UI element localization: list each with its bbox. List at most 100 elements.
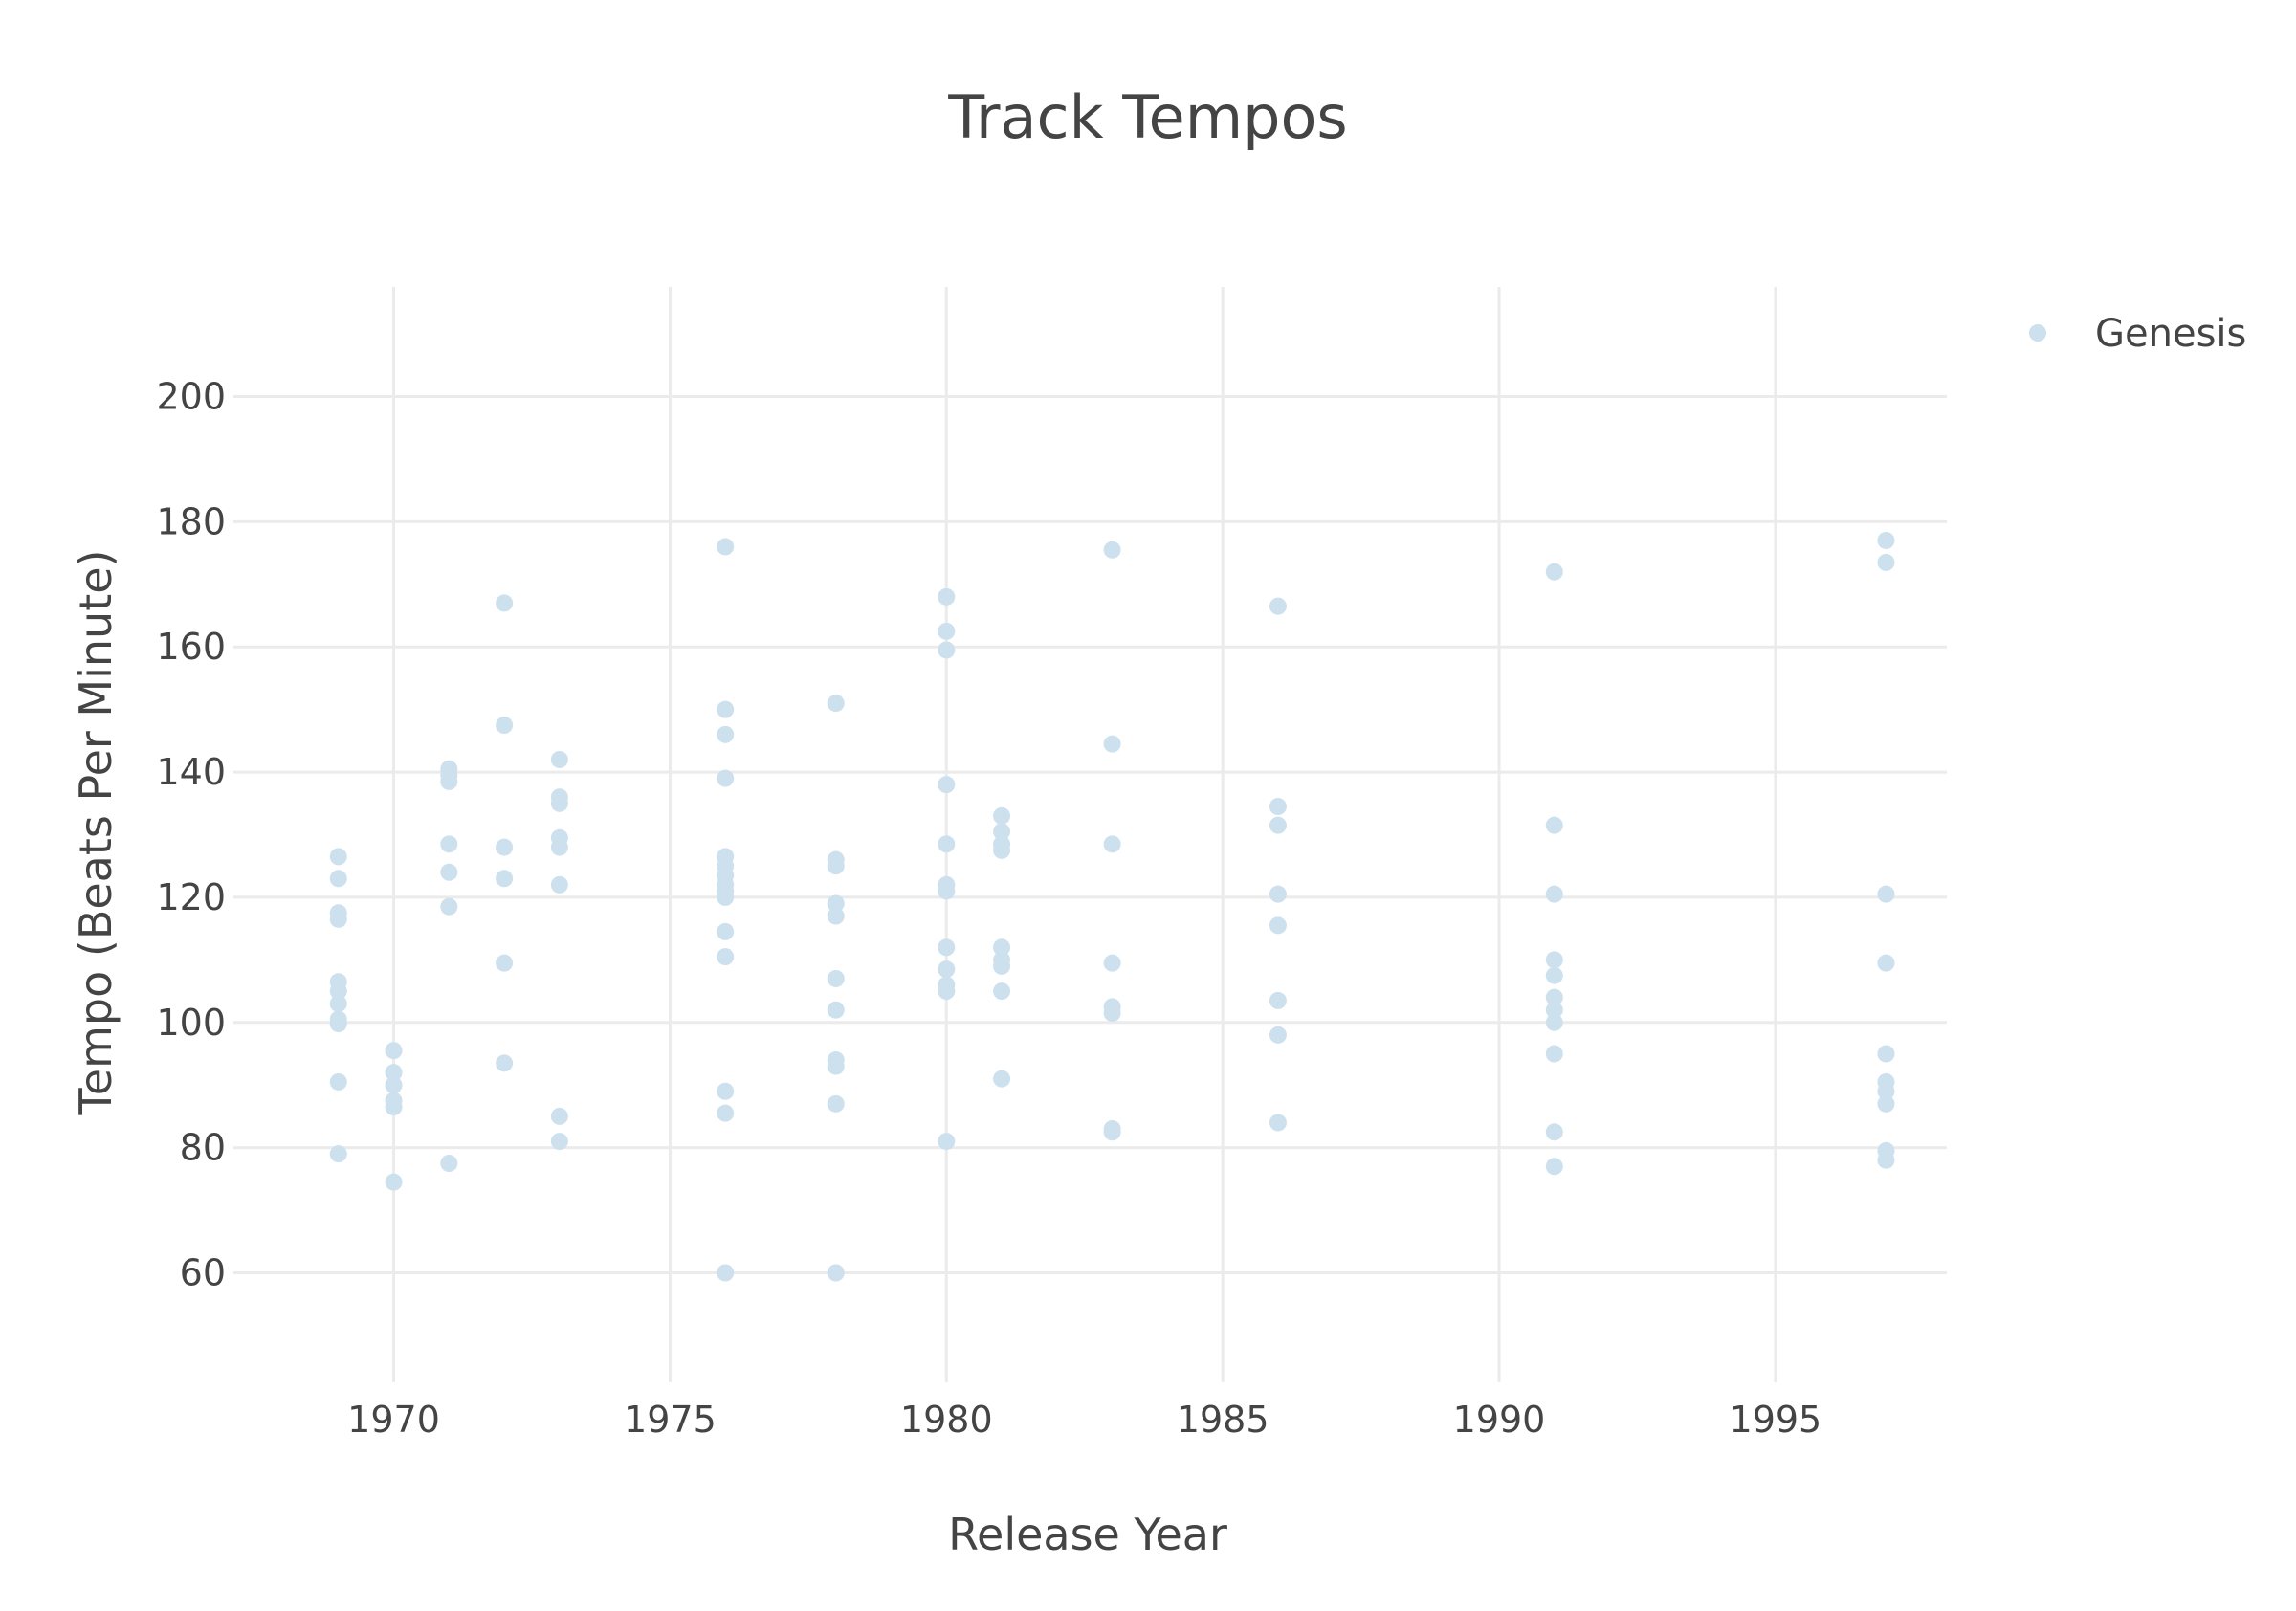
- data-point[interactable]: [938, 938, 956, 957]
- data-point[interactable]: [1877, 531, 1895, 549]
- data-point[interactable]: [938, 776, 956, 794]
- data-point[interactable]: [496, 954, 514, 972]
- data-point[interactable]: [1545, 1001, 1563, 1019]
- data-point[interactable]: [717, 1264, 735, 1282]
- data-point[interactable]: [550, 838, 568, 856]
- data-point[interactable]: [827, 907, 845, 925]
- data-point[interactable]: [385, 1098, 403, 1116]
- data-point[interactable]: [1545, 1045, 1563, 1063]
- data-point[interactable]: [827, 1057, 845, 1075]
- data-point[interactable]: [1545, 1013, 1563, 1031]
- data-point[interactable]: [496, 838, 514, 856]
- data-point[interactable]: [938, 622, 956, 640]
- data-point[interactable]: [717, 922, 735, 940]
- data-point[interactable]: [440, 835, 458, 853]
- data-point[interactable]: [1269, 1026, 1287, 1044]
- data-point[interactable]: [329, 870, 347, 888]
- data-point[interactable]: [938, 835, 956, 853]
- data-point[interactable]: [329, 1145, 347, 1163]
- data-point[interactable]: [550, 750, 568, 768]
- data-point[interactable]: [1269, 1114, 1287, 1132]
- data-point[interactable]: [1545, 1123, 1563, 1141]
- data-point[interactable]: [938, 587, 956, 606]
- data-point[interactable]: [1877, 1082, 1895, 1100]
- data-point[interactable]: [550, 794, 568, 812]
- data-point[interactable]: [440, 1155, 458, 1172]
- data-point[interactable]: [385, 1064, 403, 1082]
- data-point[interactable]: [385, 1076, 403, 1094]
- data-point[interactable]: [827, 695, 845, 713]
- data-point[interactable]: [993, 1070, 1011, 1088]
- data-point[interactable]: [440, 772, 458, 790]
- data-point[interactable]: [329, 982, 347, 1001]
- data-point[interactable]: [385, 1173, 403, 1191]
- data-point[interactable]: [1545, 951, 1563, 969]
- data-point[interactable]: [496, 1054, 514, 1072]
- data-point[interactable]: [827, 857, 845, 875]
- data-point[interactable]: [440, 897, 458, 916]
- data-point[interactable]: [993, 806, 1011, 825]
- data-point[interactable]: [717, 538, 735, 556]
- data-point[interactable]: [1269, 816, 1287, 834]
- data-point[interactable]: [717, 700, 735, 718]
- data-point[interactable]: [1545, 966, 1563, 984]
- data-point[interactable]: [1877, 1045, 1895, 1063]
- data-point[interactable]: [1103, 1123, 1121, 1141]
- legend[interactable]: Genesis: [2029, 312, 2246, 356]
- data-point[interactable]: [1545, 1158, 1563, 1176]
- data-point[interactable]: [496, 870, 514, 888]
- data-point[interactable]: [1545, 988, 1563, 1006]
- data-point[interactable]: [827, 894, 845, 913]
- data-point[interactable]: [1545, 816, 1563, 834]
- data-point[interactable]: [938, 982, 956, 1001]
- data-point[interactable]: [1269, 991, 1287, 1009]
- data-point[interactable]: [550, 1133, 568, 1151]
- data-point[interactable]: [993, 938, 1011, 957]
- data-point[interactable]: [1877, 954, 1895, 972]
- data-point[interactable]: [1269, 798, 1287, 816]
- data-point[interactable]: [938, 882, 956, 900]
- data-point[interactable]: [993, 823, 1011, 841]
- data-point[interactable]: [717, 948, 735, 966]
- data-point[interactable]: [550, 875, 568, 894]
- data-point[interactable]: [1103, 735, 1121, 753]
- data-point[interactable]: [717, 888, 735, 906]
- data-point[interactable]: [827, 969, 845, 987]
- data-point[interactable]: [1877, 553, 1895, 571]
- data-point[interactable]: [827, 1094, 845, 1113]
- data-point[interactable]: [993, 841, 1011, 859]
- data-point[interactable]: [385, 1042, 403, 1060]
- data-point[interactable]: [717, 725, 735, 743]
- data-point[interactable]: [329, 995, 347, 1013]
- data-point[interactable]: [1103, 1004, 1121, 1022]
- data-point[interactable]: [1269, 916, 1287, 935]
- data-point[interactable]: [550, 1107, 568, 1125]
- data-point[interactable]: [938, 1133, 956, 1151]
- data-point[interactable]: [1269, 885, 1287, 903]
- data-point[interactable]: [1877, 1094, 1895, 1113]
- data-point[interactable]: [1877, 885, 1895, 903]
- data-point[interactable]: [827, 1264, 845, 1282]
- data-point[interactable]: [329, 1072, 347, 1091]
- data-point[interactable]: [496, 594, 514, 612]
- data-point[interactable]: [329, 910, 347, 928]
- data-point[interactable]: [1103, 835, 1121, 853]
- data-point[interactable]: [1877, 1151, 1895, 1169]
- data-point[interactable]: [1103, 954, 1121, 972]
- data-point[interactable]: [1269, 597, 1287, 615]
- data-point[interactable]: [1103, 541, 1121, 559]
- data-point[interactable]: [717, 1082, 735, 1100]
- data-point[interactable]: [329, 848, 347, 866]
- data-point[interactable]: [440, 863, 458, 881]
- data-point[interactable]: [993, 982, 1011, 1001]
- data-point[interactable]: [1545, 885, 1563, 903]
- data-point[interactable]: [717, 769, 735, 787]
- data-point[interactable]: [827, 1001, 845, 1019]
- data-point[interactable]: [938, 960, 956, 979]
- data-point[interactable]: [993, 957, 1011, 975]
- data-point[interactable]: [496, 717, 514, 734]
- data-point[interactable]: [329, 1015, 347, 1033]
- data-point[interactable]: [717, 1104, 735, 1122]
- data-point[interactable]: [938, 641, 956, 659]
- data-point[interactable]: [1545, 563, 1563, 581]
